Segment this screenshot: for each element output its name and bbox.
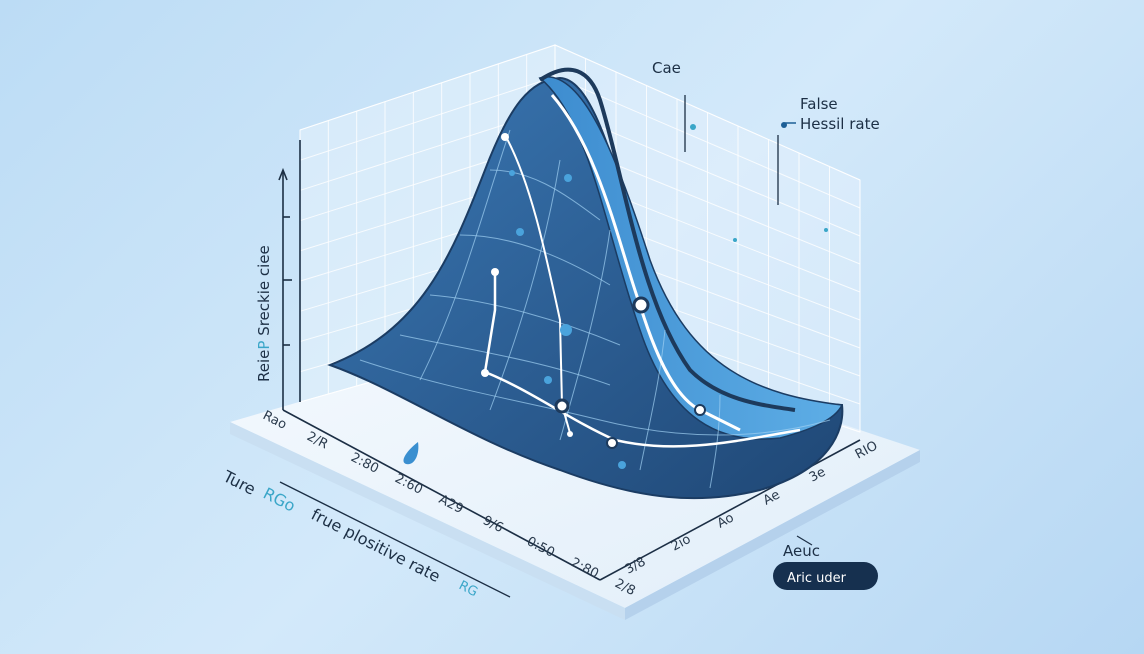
droplet-icon	[403, 442, 419, 465]
x-axis-line	[282, 409, 601, 581]
tick-label: Ao	[715, 510, 737, 531]
tick-label: 3e	[807, 465, 828, 486]
grid-line	[554, 107, 861, 237]
roc-surface	[327, 67, 844, 500]
arrow-up-icon	[278, 167, 288, 181]
surface-grid	[359, 129, 831, 489]
data-points	[481, 122, 828, 469]
x-axis-word1: Ture	[219, 466, 258, 499]
badge-text: Aric uder	[787, 571, 847, 586]
tick-label: Ae	[761, 487, 783, 508]
legend-line1: False	[800, 95, 838, 113]
auc-label: Aeuc	[783, 542, 820, 560]
top-label: Cae	[652, 59, 681, 77]
auc-badge: Aric uder	[773, 562, 878, 590]
grid-line	[299, 44, 556, 131]
grid-line	[554, 44, 861, 181]
y-axis-label: ReieP Sreckie ciee	[255, 245, 273, 382]
x-axis-word4: RG	[456, 578, 480, 600]
grid-line	[299, 76, 556, 161]
legend-line2: Hessil rate	[800, 115, 880, 133]
grid-line	[554, 76, 861, 209]
axes	[278, 95, 861, 598]
